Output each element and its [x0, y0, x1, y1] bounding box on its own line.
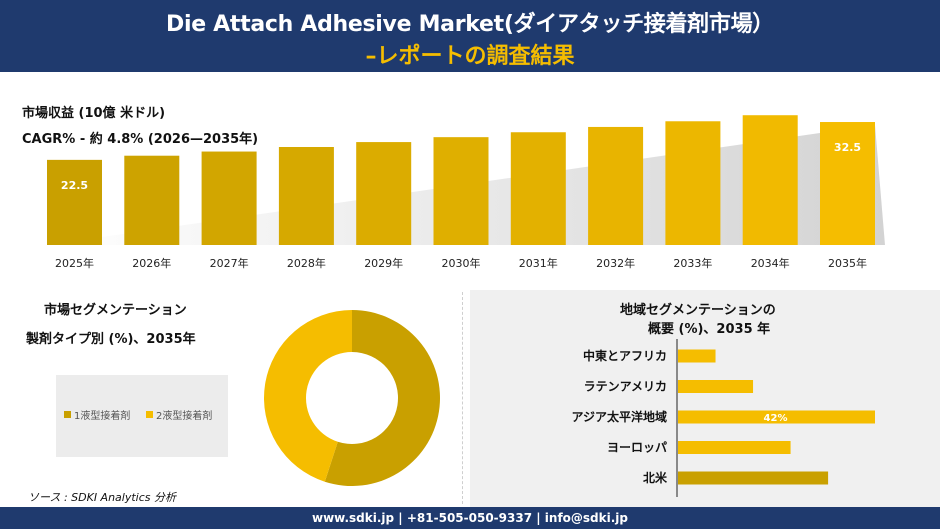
legend-swatch-2 [146, 411, 153, 418]
revenue-bar [510, 132, 566, 245]
revenue-bar [47, 159, 102, 245]
donut-slice [263, 310, 352, 482]
region-subtitle: 概要 (%)、2035 年 [648, 322, 771, 337]
cagr-label: CAGR% - 約 4.8% (2026—2035年) [22, 132, 259, 147]
year-tick-label: 2026年 [132, 256, 171, 270]
revenue-label: 市場収益 (10億 米ドル) [22, 106, 166, 121]
year-tick-label: 2032年 [596, 256, 635, 270]
region-bar [678, 380, 754, 393]
region-bar [678, 410, 875, 424]
region-value-label: 42% [764, 413, 788, 424]
region-category-label: 北米 [643, 470, 668, 485]
revenue-bar [665, 121, 721, 245]
year-tick-label: 2031年 [519, 256, 558, 270]
bar-value-label: 22.5 [61, 179, 88, 192]
region-category-label: ヨーロッパ [607, 441, 667, 455]
revenue-bar [742, 115, 798, 245]
legend-swatch-1 [64, 411, 71, 418]
report-subtitle: –レポートの調査結果 [365, 44, 575, 69]
region-panel [470, 290, 940, 507]
report-title: Die Attach Adhesive Market(ダイアタッチ接着剤市場） [166, 12, 774, 37]
year-tick-label: 2033年 [673, 256, 712, 270]
year-tick-label: 2029年 [364, 256, 403, 270]
revenue-bar [278, 147, 334, 245]
year-tick-label: 2035年 [828, 256, 867, 270]
region-bar [678, 471, 829, 485]
footer-contact: www.sdki.jp | +81-505-050-9337 | info@sd… [0, 507, 940, 529]
panel-divider [462, 292, 464, 504]
donut-legend: 1液型接着剤 2液型接着剤 [56, 375, 228, 457]
segment-title: 市場セグメンテーション [44, 303, 187, 318]
revenue-bar [588, 126, 644, 245]
year-tick-label: 2030年 [442, 256, 481, 270]
region-bar [678, 349, 716, 363]
revenue-bar [433, 137, 489, 245]
year-tick-label: 2028年 [287, 256, 326, 270]
source-note: ソース : SDKI Analytics 分析 [28, 491, 177, 504]
year-tick-label: 2025年 [55, 256, 94, 270]
legend-label-2: 2液型接着剤 [156, 411, 213, 422]
header-banner: Die Attach Adhesive Market(ダイアタッチ接着剤市場） … [0, 0, 940, 72]
revenue-bar [356, 142, 412, 245]
bar-value-label: 32.5 [834, 141, 861, 154]
legend-item-1: 1液型接着剤 [64, 407, 130, 422]
region-title: 地域セグメンテーションの [620, 303, 776, 318]
legend-label-1: 1液型接着剤 [74, 411, 131, 422]
revenue-bar [124, 155, 180, 245]
donut-slice [324, 310, 440, 486]
formulation-donut-chart [263, 310, 440, 486]
region-bar [678, 441, 791, 454]
revenue-bar [201, 151, 257, 245]
revenue-bar-chart: 2025年 22.5 2026年 2027年 2028年 2029年 2030年 2031年 2… [47, 115, 885, 270]
year-tick-label: 2027年 [210, 256, 249, 270]
region-category-label: 中東とアフリカ [583, 348, 667, 363]
segment-subtitle: 製剤タイプ別 (%)、2035年 [26, 332, 196, 347]
region-category-label: アジア太平洋地域 [571, 409, 667, 424]
year-tick-label: 2034年 [751, 256, 790, 270]
revenue-bar [820, 122, 875, 245]
region-category-label: ラテンアメリカ [584, 380, 667, 394]
legend-item-2: 2液型接着剤 [146, 407, 212, 422]
